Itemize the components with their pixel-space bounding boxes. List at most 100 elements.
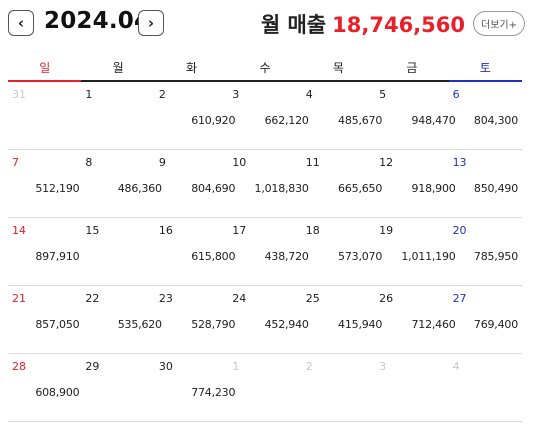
- calendar-week-row: 7 512,190 8 486,360 9 804,690 10 1,018,830 11 665…: [8, 150, 522, 218]
- monthly-sales: 월 매출 18,746,560: [261, 9, 465, 39]
- day-number: 7: [12, 156, 19, 169]
- day-number: 8: [85, 156, 93, 169]
- calendar-week-row: 21 857,050 22 535,620 23 528,790 24 452,940 25 41…: [8, 286, 522, 354]
- day-number: 30: [158, 360, 173, 373]
- day-sales-amount: 486,360: [117, 182, 162, 195]
- day-sales-amount: 769,400: [473, 318, 518, 331]
- calendar-day-cell[interactable]: 26 712,460: [375, 286, 456, 353]
- calendar-day-cell[interactable]: 13 850,490: [449, 150, 522, 217]
- calendar-day-cell[interactable]: 1: [81, 82, 154, 149]
- chevron-left-icon: ‹: [17, 14, 25, 32]
- calendar-day-cell[interactable]: 4 485,670: [302, 82, 383, 149]
- calendar-day-cell[interactable]: 3 662,120: [228, 82, 309, 149]
- day-number: 2: [305, 360, 313, 373]
- day-number: 31: [12, 88, 26, 101]
- calendar-day-cell[interactable]: 1: [228, 354, 301, 421]
- day-sales-amount: 665,650: [338, 182, 383, 195]
- next-month-button[interactable]: ›: [138, 10, 164, 36]
- calendar-day-cell[interactable]: 7 512,190: [8, 150, 81, 217]
- day-number: 3: [379, 360, 387, 373]
- day-sales-amount: 857,050: [35, 318, 80, 331]
- day-number: 4: [305, 88, 313, 101]
- calendar-day-cell[interactable]: 31: [8, 82, 81, 149]
- day-number: 13: [452, 156, 467, 169]
- calendar-day-cell[interactable]: 20 785,950: [449, 218, 522, 285]
- calendar-week-row: 14 897,910 15 16 615,800 17 438,720 18 573,070 19…: [8, 218, 522, 286]
- day-number: 22: [85, 292, 100, 305]
- calendar-day-cell[interactable]: 2 610,920: [155, 82, 236, 149]
- chevron-right-icon: ›: [147, 14, 155, 32]
- day-number: 3: [232, 88, 240, 101]
- calendar-day-cell[interactable]: 10 1,018,830: [228, 150, 309, 217]
- day-sales-amount: 452,940: [264, 318, 309, 331]
- day-number: 17: [232, 224, 247, 237]
- calendar-day-cell[interactable]: 17 438,720: [228, 218, 309, 285]
- day-sales-amount: 1,011,190: [401, 250, 456, 263]
- day-number: 28: [12, 360, 26, 373]
- calendar-day-cell[interactable]: 23 528,790: [155, 286, 236, 353]
- calendar-header: ‹ 2024.04 › 월 매출 18,746,560 더보기+: [0, 0, 533, 48]
- calendar-day-cell[interactable]: 5 948,470: [375, 82, 456, 149]
- day-sales-amount: 1,018,830: [254, 182, 309, 195]
- day-number: 19: [379, 224, 394, 237]
- calendar-day-cell[interactable]: 21 857,050: [8, 286, 81, 353]
- day-sales-amount: 573,070: [338, 250, 383, 263]
- day-number: 27: [452, 292, 467, 305]
- calendar-day-cell[interactable]: 12 918,900: [375, 150, 456, 217]
- calendar-day-cell[interactable]: 18 573,070: [302, 218, 383, 285]
- calendar-day-cell[interactable]: 8 486,360: [81, 150, 162, 217]
- calendar-week-row: 28 608,900 29 30 774,230 1 2 3 4: [8, 354, 522, 422]
- weekday-thu: 목: [301, 60, 376, 82]
- day-number: 21: [12, 292, 26, 305]
- calendar-day-cell[interactable]: 6 804,300: [449, 82, 522, 149]
- day-number: 23: [158, 292, 173, 305]
- calendar-day-cell[interactable]: 16 615,800: [155, 218, 236, 285]
- calendar-grid: 31 1 2 610,920 3 662,120 4 485,670 5 948,470 6 804,…: [8, 82, 522, 422]
- day-number: 25: [305, 292, 320, 305]
- day-sales-amount: 948,470: [411, 114, 456, 127]
- day-number: 4: [452, 360, 460, 373]
- calendar-day-cell[interactable]: 27 769,400: [449, 286, 522, 353]
- calendar-day-cell[interactable]: 29: [81, 354, 154, 421]
- weekday-header: 일 월 화 수 목 금 토: [8, 60, 522, 82]
- day-number: 26: [379, 292, 394, 305]
- day-number: 14: [12, 224, 26, 237]
- calendar-day-cell[interactable]: 11 665,650: [302, 150, 383, 217]
- day-number: 2: [158, 88, 166, 101]
- day-number: 11: [305, 156, 320, 169]
- day-number: 12: [379, 156, 394, 169]
- calendar-day-cell[interactable]: 30 774,230: [155, 354, 236, 421]
- day-number: 15: [85, 224, 100, 237]
- calendar-day-cell[interactable]: 15: [81, 218, 154, 285]
- calendar-day-cell[interactable]: 19 1,011,190: [375, 218, 456, 285]
- calendar-day-cell[interactable]: 28 608,900: [8, 354, 81, 421]
- monthly-sales-label: 월 매출: [260, 13, 327, 37]
- day-number: 9: [158, 156, 166, 169]
- weekday-sun: 일: [8, 60, 82, 82]
- day-sales-amount: 438,720: [264, 250, 309, 263]
- day-sales-amount: 615,800: [191, 250, 236, 263]
- calendar-day-cell[interactable]: 14 897,910: [8, 218, 81, 285]
- day-number: 6: [452, 88, 460, 101]
- day-sales-amount: 535,620: [117, 318, 162, 331]
- weekday-sat: 토: [448, 60, 522, 82]
- more-button[interactable]: 더보기+: [473, 11, 525, 36]
- calendar-day-cell[interactable]: 25 415,940: [302, 286, 383, 353]
- calendar-day-cell[interactable]: 2: [302, 354, 375, 421]
- calendar-day-cell[interactable]: 3: [375, 354, 448, 421]
- calendar-day-cell[interactable]: 22 535,620: [81, 286, 162, 353]
- day-number: 16: [158, 224, 173, 237]
- day-sales-amount: 785,950: [473, 250, 518, 263]
- calendar-day-cell[interactable]: 24 452,940: [228, 286, 309, 353]
- prev-month-button[interactable]: ‹: [8, 10, 34, 36]
- day-sales-amount: 712,460: [411, 318, 456, 331]
- calendar-day-cell[interactable]: 9 804,690: [155, 150, 236, 217]
- calendar-day-cell[interactable]: 4: [449, 354, 522, 421]
- weekday-fri: 금: [375, 60, 449, 82]
- day-sales-amount: 608,900: [35, 386, 80, 399]
- day-sales-amount: 804,690: [191, 182, 236, 195]
- weekday-mon: 월: [81, 60, 155, 82]
- day-number: 18: [305, 224, 320, 237]
- day-sales-amount: 918,900: [411, 182, 456, 195]
- day-sales-amount: 485,670: [338, 114, 383, 127]
